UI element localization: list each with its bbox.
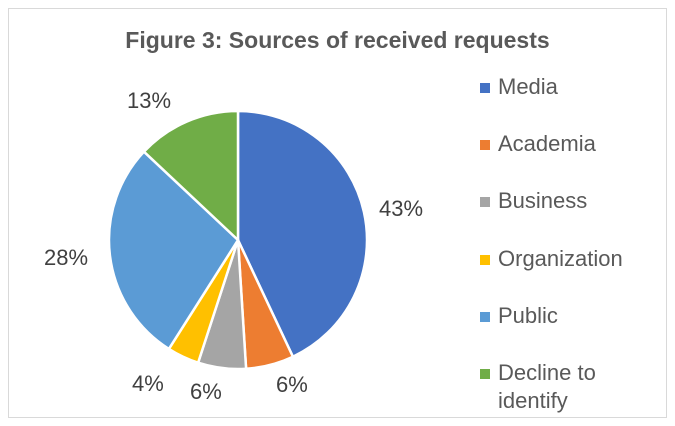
legend-swatch-icon — [480, 312, 490, 322]
label-business: 6% — [190, 379, 222, 404]
label-media: 43% — [379, 196, 424, 221]
pie-slice-decline — [142, 109, 240, 243]
label-decline: 13% — [127, 88, 172, 113]
legend-swatch-icon — [480, 255, 490, 265]
legend-swatch-icon — [480, 140, 490, 150]
label-organization: 4% — [132, 371, 164, 396]
label-academia: 6% — [276, 372, 308, 397]
pie-slice-public — [107, 149, 240, 351]
chart-title: Figure 3: Sources of received requests — [125, 27, 550, 53]
pie-slice-media — [236, 109, 369, 359]
legend-swatch-icon — [480, 369, 490, 379]
legend-swatch-icon — [480, 83, 490, 93]
label-public: 28% — [44, 245, 89, 270]
legend-swatch-icon — [480, 197, 490, 207]
